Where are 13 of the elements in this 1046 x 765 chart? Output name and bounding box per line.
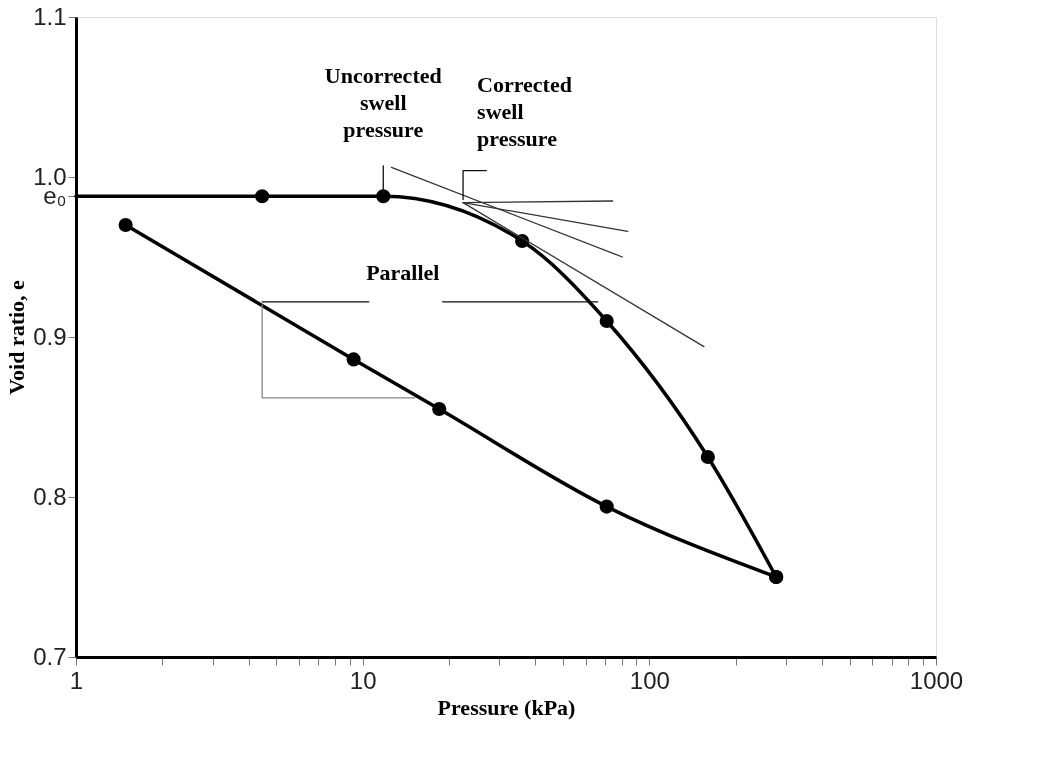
x-tick-label: 100 — [629, 666, 670, 694]
x-tick-label: 1000 — [909, 666, 964, 694]
x-tick-label: 10 — [349, 666, 377, 694]
y-tick-label: 0.7 — [33, 642, 67, 670]
y-tick-label: 1.1 — [33, 2, 67, 30]
x-tick-label: 1 — [69, 666, 84, 694]
annotation: Uncorrected swell pressure — [324, 62, 442, 142]
y-tick-label: 0.9 — [33, 322, 67, 350]
x-axis-title: Pressure (kPa) — [437, 694, 576, 720]
annotation: Parallel — [366, 260, 440, 285]
y-axis-title: Void ratio, e — [4, 279, 30, 395]
annotation: Corrected swell pressure — [477, 71, 572, 151]
y-tick-label: 0.8 — [33, 482, 67, 510]
